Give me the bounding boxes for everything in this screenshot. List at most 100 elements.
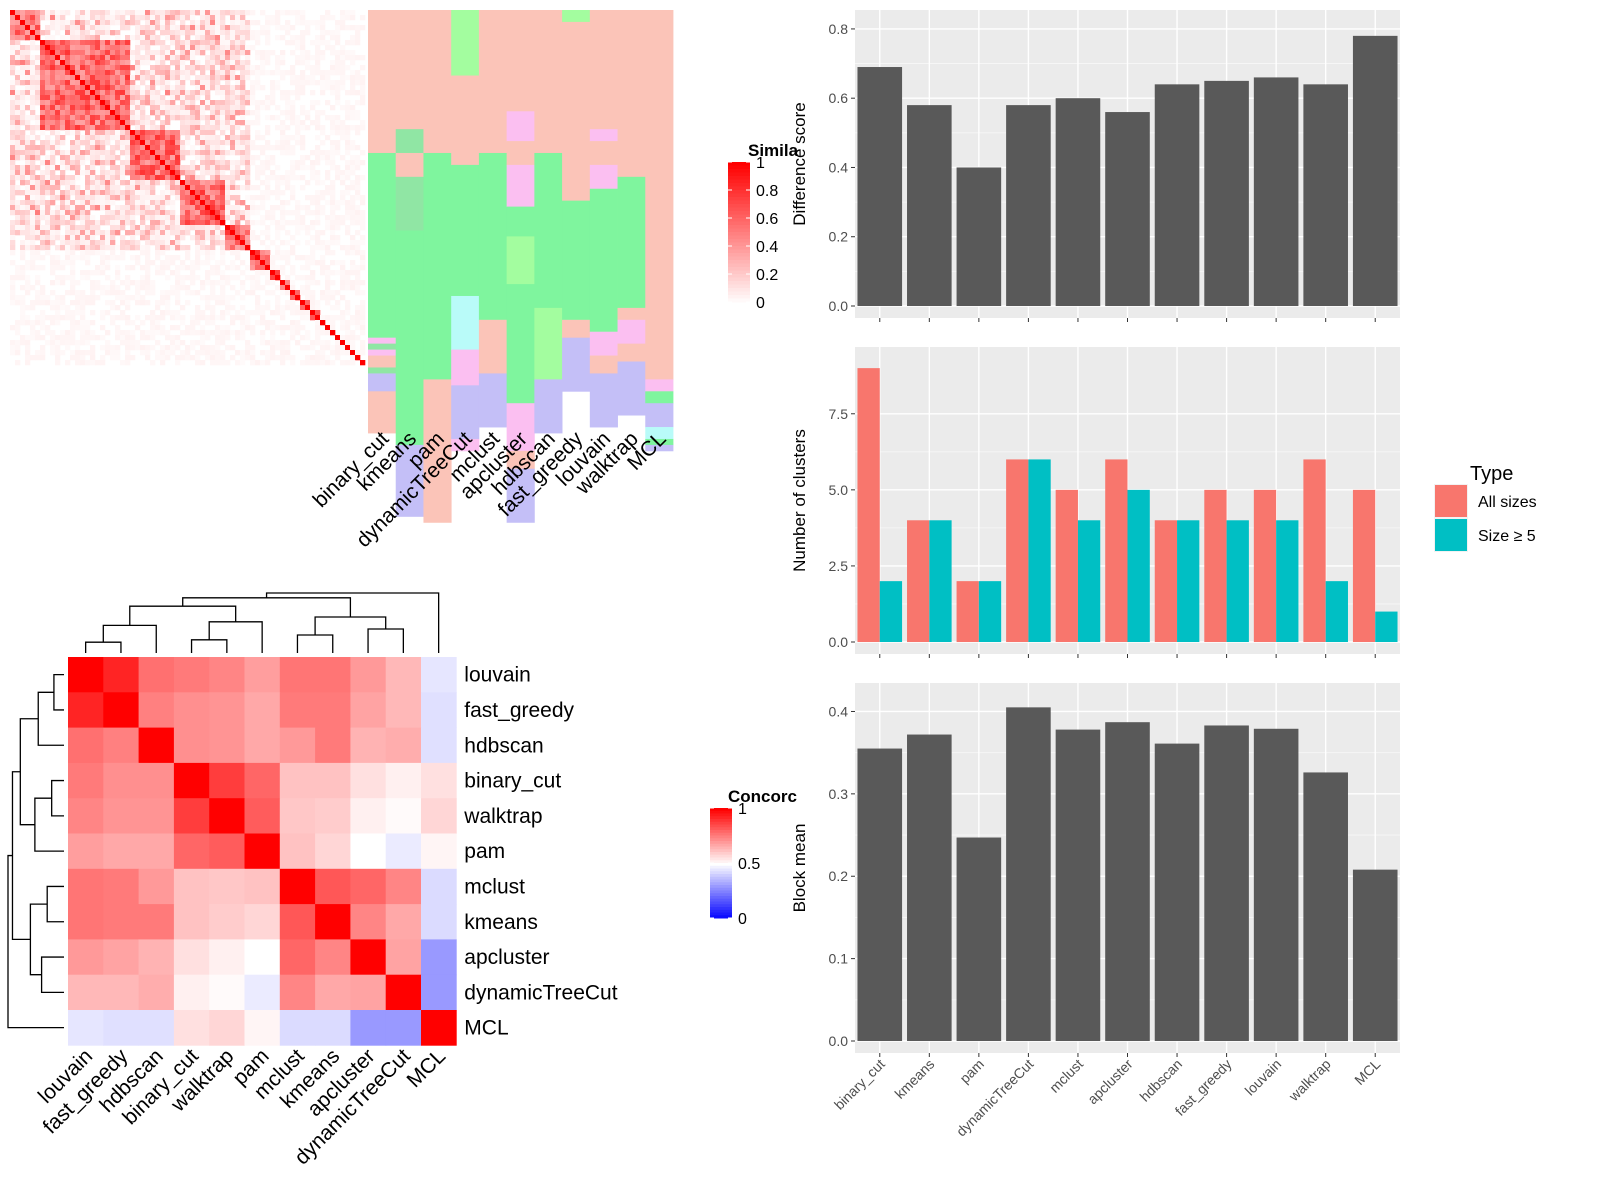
similarity-cell <box>110 190 116 196</box>
similarity-cell <box>140 115 146 121</box>
bar <box>907 105 952 306</box>
similarity-cell <box>165 165 171 171</box>
similarity-cell <box>140 185 146 191</box>
similarity-cell <box>225 265 231 271</box>
bar-size-5 <box>1375 611 1398 642</box>
concordance-legend-swatch <box>710 907 732 911</box>
similarity-cell <box>15 120 21 126</box>
similarity-cell <box>300 325 306 331</box>
similarity-cell <box>175 185 181 191</box>
similarity-cell <box>25 45 31 51</box>
similarity-cell <box>115 195 121 201</box>
similarity-cell <box>255 295 261 301</box>
similarity-cell <box>240 350 246 356</box>
similarity-cell <box>90 250 96 256</box>
similarity-cell <box>345 65 351 71</box>
similarity-cell <box>280 325 286 331</box>
similarity-cell <box>305 260 311 266</box>
similarity-cell <box>225 305 231 311</box>
similarity-legend-swatch <box>728 193 750 198</box>
similarity-cell <box>75 190 81 196</box>
cluster-segment <box>478 152 508 321</box>
similarity-cell <box>360 75 366 81</box>
similarity-cell <box>310 345 316 351</box>
similarity-cell <box>235 135 241 141</box>
similarity-cell <box>215 55 221 61</box>
similarity-cell <box>290 325 296 331</box>
similarity-cell <box>265 225 271 231</box>
similarity-cell <box>275 225 281 231</box>
similarity-cell <box>340 20 346 26</box>
similarity-cell <box>265 185 271 191</box>
similarity-cell <box>120 280 126 286</box>
similarity-cell <box>215 205 221 211</box>
similarity-cell <box>210 85 216 91</box>
concordance-legend-swatch <box>710 912 732 916</box>
similarity-cell <box>155 75 161 81</box>
similarity-cell <box>335 140 341 146</box>
similarity-cell <box>190 325 196 331</box>
similarity-cell <box>265 305 271 311</box>
similarity-legend-swatch <box>728 183 750 187</box>
similarity-cell <box>110 10 116 16</box>
similarity-cell <box>250 280 256 286</box>
similarity-cell <box>75 200 81 206</box>
concordance-cell <box>68 833 104 870</box>
similarity-cell <box>170 270 176 276</box>
similarity-cell <box>310 20 316 26</box>
similarity-cell <box>335 125 341 131</box>
similarity-cell <box>30 75 36 81</box>
similarity-cell <box>300 15 306 21</box>
similarity-cell <box>35 265 41 271</box>
similarity-cell <box>240 355 246 361</box>
similarity-cell <box>60 335 66 341</box>
similarity-cell <box>195 225 201 231</box>
similarity-cell <box>150 235 156 241</box>
similarity-cell <box>160 205 166 211</box>
similarity-cell <box>10 275 16 281</box>
similarity-cell <box>230 220 236 226</box>
similarity-cell <box>85 155 91 161</box>
similarity-cell <box>60 110 66 116</box>
similarity-cell <box>280 150 286 156</box>
similarity-cell <box>265 115 271 121</box>
similarity-cell <box>255 50 261 56</box>
similarity-cell <box>270 145 276 151</box>
similarity-cell <box>345 115 351 121</box>
similarity-cell <box>210 200 216 206</box>
similarity-cell <box>50 70 56 76</box>
similarity-cell <box>195 360 201 366</box>
similarity-cell <box>280 180 286 186</box>
similarity-cell <box>335 145 341 151</box>
similarity-cell <box>325 170 331 176</box>
similarity-cell <box>355 145 361 151</box>
similarity-cell <box>205 155 211 161</box>
similarity-cell <box>55 55 61 61</box>
similarity-cell <box>30 110 36 116</box>
similarity-cell <box>165 25 171 31</box>
similarity-cell <box>290 90 296 96</box>
similarity-cell <box>105 330 111 336</box>
similarity-cell <box>25 315 31 321</box>
similarity-cell <box>175 300 181 306</box>
similarity-cell <box>85 190 91 196</box>
similarity-cell <box>115 285 121 291</box>
similarity-cell <box>200 75 206 81</box>
similarity-cell <box>235 210 241 216</box>
similarity-cell <box>15 325 21 331</box>
similarity-cell <box>290 150 296 156</box>
similarity-cell <box>150 100 156 106</box>
similarity-cell <box>250 265 256 271</box>
similarity-cell <box>135 160 141 166</box>
similarity-cell <box>240 10 246 16</box>
concordance-cell <box>68 727 104 764</box>
similarity-cell <box>135 340 141 346</box>
similarity-cell <box>25 320 31 326</box>
similarity-cell <box>185 175 191 181</box>
similarity-cell <box>40 285 46 291</box>
similarity-cell <box>50 345 56 351</box>
similarity-cell <box>110 250 116 256</box>
similarity-cell <box>150 315 156 321</box>
similarity-cell <box>135 35 141 41</box>
similarity-cell <box>20 115 26 121</box>
